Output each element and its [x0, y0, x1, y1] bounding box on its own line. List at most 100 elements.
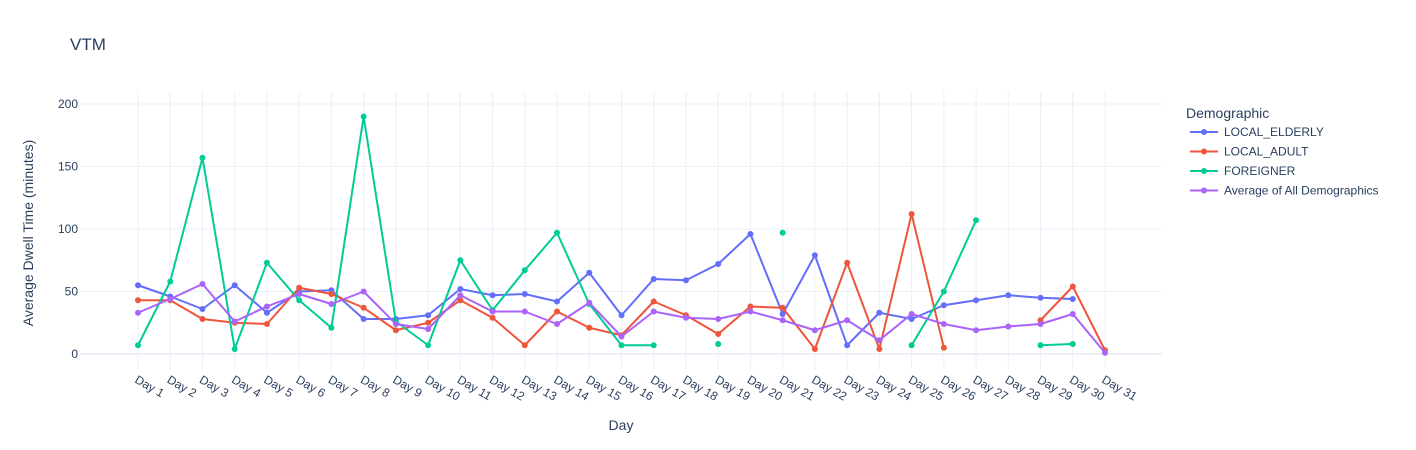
data-point[interactable] — [457, 292, 464, 299]
data-point[interactable] — [811, 252, 818, 259]
data-point[interactable] — [1102, 349, 1108, 356]
data-point[interactable] — [779, 229, 786, 236]
data-point[interactable] — [296, 284, 303, 291]
data-point[interactable] — [586, 269, 593, 276]
data-point[interactable] — [457, 297, 464, 304]
data-point[interactable] — [908, 311, 915, 317]
data-point[interactable] — [973, 217, 980, 224]
data-point[interactable] — [650, 308, 657, 315]
legend-item[interactable]: FOREIGNER — [1190, 164, 1296, 178]
data-point[interactable] — [715, 316, 722, 322]
data-point[interactable] — [425, 319, 432, 326]
data-point[interactable] — [908, 342, 915, 349]
data-point[interactable] — [779, 317, 786, 324]
data-point[interactable] — [554, 298, 561, 305]
data-point[interactable] — [521, 291, 528, 297]
data-point[interactable] — [650, 298, 657, 305]
data-point[interactable] — [779, 311, 786, 317]
data-point[interactable] — [1069, 296, 1076, 302]
data-point[interactable] — [973, 297, 980, 304]
data-point[interactable] — [586, 324, 593, 331]
data-point[interactable] — [135, 297, 141, 304]
data-point[interactable] — [554, 229, 561, 236]
data-point[interactable] — [360, 113, 367, 120]
data-point[interactable] — [521, 267, 528, 274]
data-point[interactable] — [779, 304, 786, 311]
data-point[interactable] — [231, 318, 238, 325]
data-point[interactable] — [844, 342, 851, 349]
data-point[interactable] — [135, 342, 141, 349]
data-point[interactable] — [231, 346, 238, 352]
data-point[interactable] — [876, 309, 883, 316]
data-point[interactable] — [167, 296, 174, 302]
data-point[interactable] — [940, 302, 947, 309]
data-point[interactable] — [263, 309, 270, 316]
data-point[interactable] — [360, 288, 367, 295]
data-point[interactable] — [682, 314, 689, 321]
data-point[interactable] — [1069, 283, 1076, 290]
data-point[interactable] — [908, 211, 915, 217]
data-point[interactable] — [425, 326, 432, 332]
data-point[interactable] — [135, 282, 141, 289]
data-point[interactable] — [876, 346, 883, 352]
data-point[interactable] — [844, 317, 851, 324]
data-point[interactable] — [392, 321, 399, 327]
data-point[interactable] — [263, 259, 270, 266]
legend-item[interactable]: LOCAL_ELDERLY — [1190, 125, 1324, 139]
legend[interactable]: LOCAL_ELDERLY LOCAL_ADULT FOREIGNER Average… — [1190, 125, 1379, 198]
data-point[interactable] — [489, 314, 496, 321]
data-point[interactable] — [489, 308, 496, 315]
legend-item[interactable]: LOCAL_ADULT — [1190, 145, 1309, 159]
data-point[interactable] — [715, 261, 722, 267]
data-point[interactable] — [167, 278, 174, 285]
data-point[interactable] — [425, 312, 432, 319]
data-point[interactable] — [940, 321, 947, 327]
data-point[interactable] — [876, 337, 883, 344]
data-point[interactable] — [747, 303, 754, 310]
data-point[interactable] — [554, 308, 561, 315]
data-point[interactable] — [811, 346, 818, 352]
data-point[interactable] — [1069, 341, 1076, 347]
data-point[interactable] — [263, 321, 270, 327]
data-point[interactable] — [457, 257, 464, 264]
data-point[interactable] — [618, 312, 625, 319]
data-point[interactable] — [811, 327, 818, 334]
data-point[interactable] — [715, 341, 722, 347]
data-point[interactable] — [586, 299, 593, 306]
data-point[interactable] — [392, 327, 399, 334]
data-point[interactable] — [1005, 323, 1012, 330]
data-point[interactable] — [489, 292, 496, 299]
data-point[interactable] — [199, 281, 206, 287]
data-point[interactable] — [231, 282, 238, 289]
data-point[interactable] — [1037, 294, 1044, 301]
data-point[interactable] — [844, 259, 851, 266]
data-point[interactable] — [263, 303, 270, 310]
data-point[interactable] — [908, 316, 915, 322]
data-point[interactable] — [425, 342, 432, 349]
data-point[interactable] — [135, 309, 141, 316]
data-point[interactable] — [940, 344, 947, 351]
data-point[interactable] — [973, 327, 980, 334]
data-point[interactable] — [199, 154, 206, 161]
data-point[interactable] — [199, 316, 206, 322]
data-point[interactable] — [1037, 321, 1044, 327]
data-point[interactable] — [715, 331, 722, 337]
data-point[interactable] — [554, 321, 561, 327]
data-point[interactable] — [650, 276, 657, 282]
data-point[interactable] — [328, 301, 335, 307]
legend-item[interactable]: Average of All Demographics — [1190, 184, 1379, 198]
data-point[interactable] — [650, 342, 657, 349]
data-point[interactable] — [940, 288, 947, 295]
data-point[interactable] — [747, 231, 754, 237]
data-point[interactable] — [1069, 311, 1076, 317]
data-point[interactable] — [747, 308, 754, 315]
data-point[interactable] — [360, 304, 367, 311]
data-point[interactable] — [328, 291, 335, 297]
data-point[interactable] — [360, 316, 367, 322]
data-point[interactable] — [521, 342, 528, 349]
data-point[interactable] — [199, 306, 206, 312]
data-point[interactable] — [457, 286, 464, 292]
data-point[interactable] — [618, 342, 625, 349]
data-point[interactable] — [328, 324, 335, 331]
data-point[interactable] — [1005, 292, 1012, 299]
